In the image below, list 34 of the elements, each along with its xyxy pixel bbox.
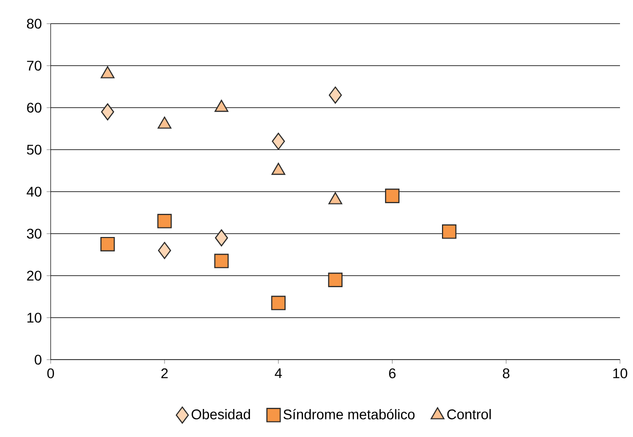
legend-label: Síndrome metabólico	[284, 408, 415, 420]
point	[272, 132, 285, 150]
y-tick-label: 70	[27, 60, 42, 71]
x-tick-label: 10	[613, 368, 628, 378]
point	[158, 116, 172, 129]
point	[214, 100, 228, 112]
y-tick-label: 20	[27, 270, 42, 281]
legend-label: Control	[447, 409, 491, 420]
x-tick-label: 6	[389, 368, 396, 378]
point	[214, 254, 229, 268]
point	[100, 236, 115, 252]
x-tick-label: 4	[274, 368, 282, 378]
point	[214, 229, 228, 246]
legend-label: Obesidad	[192, 409, 250, 420]
y-tick-label: 0	[34, 354, 42, 365]
y-tick-label: 40	[26, 186, 42, 197]
x-tick-label: 0	[47, 368, 54, 378]
y-tick-label: 10	[27, 312, 42, 323]
y-tick-label: 30	[26, 228, 42, 239]
point	[100, 66, 114, 78]
point	[157, 214, 172, 228]
y-tick-label: 60	[27, 102, 42, 113]
point	[442, 224, 456, 239]
x-tick-label: 8	[502, 368, 510, 378]
y-tick-label: 80	[26, 18, 42, 29]
y-tick-label: 50	[26, 144, 42, 155]
point	[328, 192, 342, 204]
point	[385, 188, 400, 204]
point	[272, 162, 286, 175]
point	[271, 296, 286, 310]
point	[328, 272, 343, 288]
x-tick-label: 2	[161, 368, 168, 378]
point	[158, 242, 172, 260]
point	[101, 103, 114, 120]
